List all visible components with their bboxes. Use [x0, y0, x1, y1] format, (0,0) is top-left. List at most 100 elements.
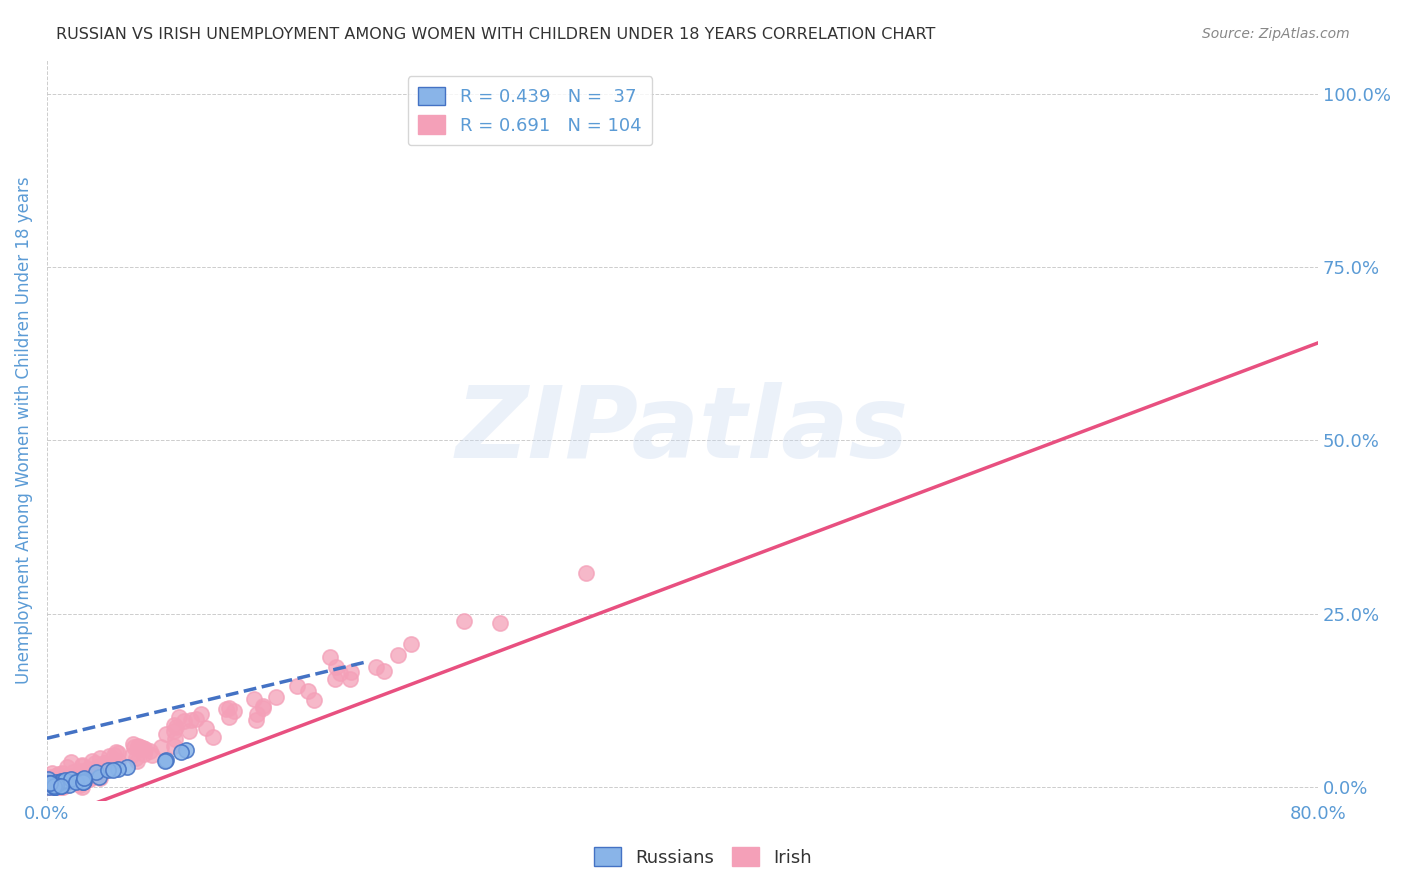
- Point: [132, 741, 155, 756]
- Point: [45, 775, 67, 789]
- Point: [186, 712, 208, 726]
- Point: [127, 739, 149, 753]
- Point: [201, 730, 224, 744]
- Point: [45, 778, 67, 792]
- Point: [84, 765, 107, 780]
- Point: [82, 754, 104, 768]
- Point: [329, 666, 352, 681]
- Point: [73, 772, 96, 786]
- Point: [218, 700, 240, 714]
- Point: [373, 664, 395, 678]
- Point: [194, 721, 217, 735]
- Point: [489, 615, 512, 630]
- Point: [89, 764, 111, 779]
- Point: [245, 713, 267, 727]
- Point: [48, 767, 70, 781]
- Point: [53, 772, 76, 787]
- Point: [51, 774, 73, 789]
- Point: [55, 774, 77, 789]
- Point: [46, 768, 69, 782]
- Point: [104, 745, 127, 759]
- Point: [141, 747, 163, 762]
- Point: [42, 780, 65, 794]
- Point: [73, 772, 96, 786]
- Point: [264, 690, 287, 705]
- Point: [89, 771, 111, 785]
- Point: [60, 772, 83, 786]
- Point: [129, 742, 152, 756]
- Point: [453, 614, 475, 628]
- Point: [69, 778, 91, 792]
- Point: [38, 778, 60, 792]
- Point: [72, 775, 94, 789]
- Point: [39, 770, 62, 784]
- Point: [56, 760, 79, 774]
- Point: [387, 648, 409, 662]
- Point: [67, 771, 90, 785]
- Point: [218, 709, 240, 723]
- Point: [163, 724, 186, 739]
- Point: [51, 780, 73, 794]
- Point: [224, 704, 246, 718]
- Point: [215, 702, 238, 716]
- Point: [121, 747, 143, 762]
- Point: [55, 769, 77, 783]
- Point: [41, 766, 63, 780]
- Point: [163, 732, 186, 747]
- Point: [73, 773, 96, 788]
- Point: [79, 772, 101, 786]
- Point: [127, 740, 149, 755]
- Point: [177, 724, 200, 739]
- Point: [62, 765, 84, 780]
- Point: [37, 780, 59, 794]
- Point: [70, 776, 93, 790]
- Point: [128, 739, 150, 754]
- Point: [70, 780, 93, 794]
- Point: [115, 759, 138, 773]
- Point: [302, 693, 325, 707]
- Point: [65, 774, 87, 789]
- Point: [297, 683, 319, 698]
- Point: [38, 776, 60, 790]
- Point: [52, 780, 75, 794]
- Point: [37, 772, 59, 786]
- Point: [155, 753, 177, 767]
- Point: [83, 756, 105, 770]
- Point: [51, 779, 73, 793]
- Point: [243, 691, 266, 706]
- Point: [49, 779, 72, 793]
- Point: [72, 772, 94, 786]
- Point: [58, 770, 80, 784]
- Point: [190, 706, 212, 721]
- Point: [107, 754, 129, 768]
- Point: [127, 754, 149, 768]
- Point: [84, 769, 107, 783]
- Point: [89, 770, 111, 784]
- Point: [86, 760, 108, 774]
- Point: [41, 780, 63, 794]
- Point: [38, 780, 60, 794]
- Point: [79, 771, 101, 785]
- Point: [339, 672, 361, 686]
- Point: [94, 756, 117, 771]
- Point: [319, 650, 342, 665]
- Point: [170, 746, 193, 760]
- Point: [44, 780, 66, 794]
- Legend: R = 0.439   N =  37, R = 0.691   N = 104: R = 0.439 N = 37, R = 0.691 N = 104: [408, 76, 652, 145]
- Point: [325, 660, 347, 674]
- Text: RUSSIAN VS IRISH UNEMPLOYMENT AMONG WOMEN WITH CHILDREN UNDER 18 YEARS CORRELATI: RUSSIAN VS IRISH UNEMPLOYMENT AMONG WOME…: [56, 27, 935, 42]
- Point: [339, 665, 361, 680]
- Point: [134, 742, 156, 756]
- Point: [122, 737, 145, 751]
- Point: [42, 778, 65, 792]
- Point: [287, 679, 309, 693]
- Point: [246, 707, 269, 722]
- Point: [42, 774, 65, 789]
- Point: [70, 759, 93, 773]
- Point: [252, 699, 274, 714]
- Point: [323, 672, 346, 686]
- Point: [103, 748, 125, 763]
- Point: [107, 762, 129, 776]
- Point: [72, 775, 94, 789]
- Point: [38, 776, 60, 790]
